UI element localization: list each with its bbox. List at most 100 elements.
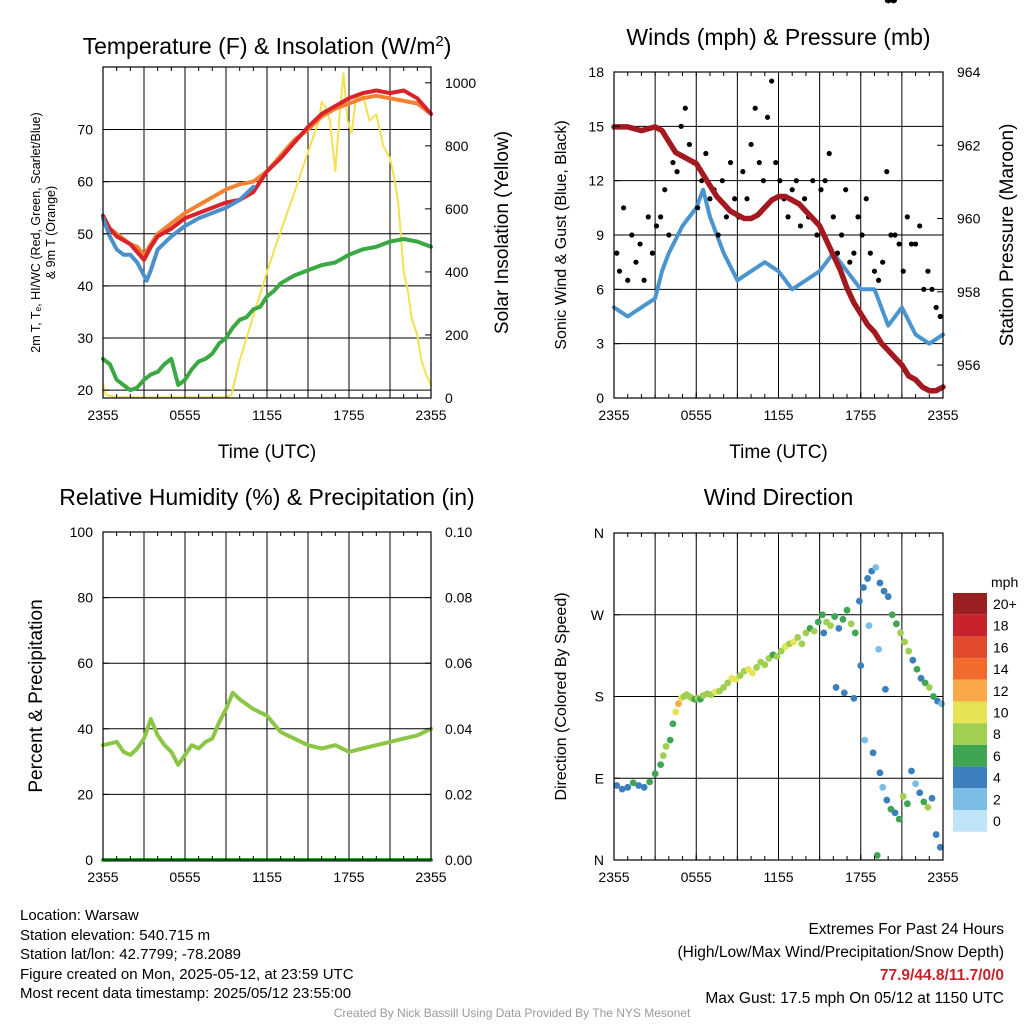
direction-point xyxy=(820,629,828,637)
y2-tick-label: 1000 xyxy=(445,75,476,91)
gust-point xyxy=(695,205,701,211)
y-tick-label: 30 xyxy=(77,330,93,346)
gust-point xyxy=(847,259,853,265)
direction-point xyxy=(861,736,869,744)
gust-point xyxy=(674,169,680,175)
direction-point xyxy=(675,700,682,708)
series-line xyxy=(101,184,256,283)
gust-point xyxy=(756,159,762,166)
figure-created: Figure created on Mon, 2025-05-12, at 23… xyxy=(20,965,354,983)
direction-point xyxy=(662,743,670,750)
direction-point xyxy=(840,689,848,697)
y-axis-label: Sonic Wind & Gust (Blue, Black) xyxy=(553,120,570,349)
y2-tick-label: 956 xyxy=(957,357,981,373)
direction-point xyxy=(802,629,810,637)
gust-point xyxy=(748,141,754,148)
direction-point xyxy=(875,645,882,653)
direction-point xyxy=(831,613,839,620)
gust-point xyxy=(863,196,869,202)
gust-point xyxy=(727,159,734,166)
legend-label: 12 xyxy=(993,683,1009,699)
y-tick-label: 15 xyxy=(588,118,604,134)
direction-point xyxy=(901,638,909,646)
rh-panel: 2355 0555 1155 1755 23550204060801000.000.02… xyxy=(26,484,475,885)
x-tick-label: 1755 xyxy=(845,407,876,423)
y-tick-label: 6 xyxy=(596,281,604,297)
gust-point xyxy=(937,313,943,320)
y-axis-label: & 9m T (Orange) xyxy=(44,186,58,279)
gust-point xyxy=(892,232,898,238)
x-axis-label: Time (UTC) xyxy=(218,442,317,463)
y-tick-label: S xyxy=(595,689,604,705)
direction-point xyxy=(920,798,928,806)
legend-label: 16 xyxy=(993,639,1009,655)
x-tick-label: 0555 xyxy=(681,407,712,423)
gust-point xyxy=(616,268,623,274)
station-location: Location: Warsaw xyxy=(20,907,139,924)
winds-panel: 2355 0555 1155 1755 235503691215189569589609… xyxy=(553,24,1018,463)
gust-point xyxy=(670,159,676,166)
extremes-values: 77.9/44.8/11.7/0/0 xyxy=(879,967,1004,984)
direction-point xyxy=(924,803,932,811)
x-tick-label: 1755 xyxy=(845,869,876,885)
direction-point xyxy=(876,769,884,777)
gust-point xyxy=(666,232,672,238)
gust-point xyxy=(904,214,910,220)
direction-point xyxy=(908,767,915,775)
y2-tick-label: 0.00 xyxy=(445,852,472,868)
station-elevation: Station elevation: 540.715 m xyxy=(20,926,211,944)
direction-point xyxy=(640,783,648,791)
x-tick-label: 2355 xyxy=(415,869,446,885)
y-tick-label: 60 xyxy=(77,174,93,190)
y2-tick-label: 0.08 xyxy=(445,590,472,606)
direction-point xyxy=(818,611,826,619)
direction-point xyxy=(651,770,659,778)
x-tick-label: 0555 xyxy=(681,869,712,885)
legend-swatch xyxy=(953,636,987,659)
y-tick-label: 18 xyxy=(588,64,604,80)
legend-label: 10 xyxy=(993,705,1009,721)
x-tick-label: 1155 xyxy=(763,869,793,885)
gust-point xyxy=(658,214,664,220)
x-tick-label: 2355 xyxy=(927,869,958,885)
y2-axis-label: Station Pressure (Maroon) xyxy=(997,124,1018,347)
gust-point xyxy=(814,232,820,238)
gust-point xyxy=(810,178,816,184)
x-tick-label: 0555 xyxy=(169,869,200,885)
direction-point xyxy=(876,579,884,587)
direction-point xyxy=(810,627,818,635)
legend-swatch xyxy=(953,614,987,637)
credit-line: Created By Nick Bassill Using Data Provi… xyxy=(333,1006,691,1020)
direction-point xyxy=(884,0,892,4)
x-tick-label: 1155 xyxy=(252,869,282,885)
y-axis-label: Direction (Colored By Speed) xyxy=(553,592,570,800)
gust-point xyxy=(785,214,791,220)
legend-label: 18 xyxy=(993,618,1009,634)
legend-swatch xyxy=(953,593,987,615)
y-tick-label: 70 xyxy=(77,122,93,138)
y2-axis-label: Solar Insolation (Yellow) xyxy=(492,131,513,334)
direction-point xyxy=(851,629,859,637)
gust-point xyxy=(633,259,639,265)
legend-label: 0 xyxy=(993,813,1001,829)
gust-point xyxy=(777,178,783,184)
direction-point xyxy=(880,587,888,595)
y2-tick-label: 0.04 xyxy=(445,721,472,737)
gust-point xyxy=(620,205,627,211)
y2-tick-label: 0.06 xyxy=(445,655,472,671)
direction-point xyxy=(936,843,944,851)
extremes-panel: Extremes For Past 24 Hours (High/Low/Max… xyxy=(678,918,1005,1010)
gust-point xyxy=(843,187,849,193)
direction-point xyxy=(884,593,892,600)
direction-point xyxy=(843,606,851,614)
temp-panel: 2355 0555 1155 1755 2355 20 30 40 50 60 70 0 200 400 6… xyxy=(29,33,513,464)
y2-tick-label: 200 xyxy=(445,327,469,343)
gust-point xyxy=(826,150,832,157)
direction-point xyxy=(888,611,896,619)
direction-point xyxy=(865,622,873,630)
gust-point xyxy=(760,178,767,184)
y2-tick-label: 800 xyxy=(445,138,469,154)
legend-label: 20+ xyxy=(993,596,1017,612)
gust-point xyxy=(752,105,758,111)
gust-point xyxy=(896,241,902,247)
